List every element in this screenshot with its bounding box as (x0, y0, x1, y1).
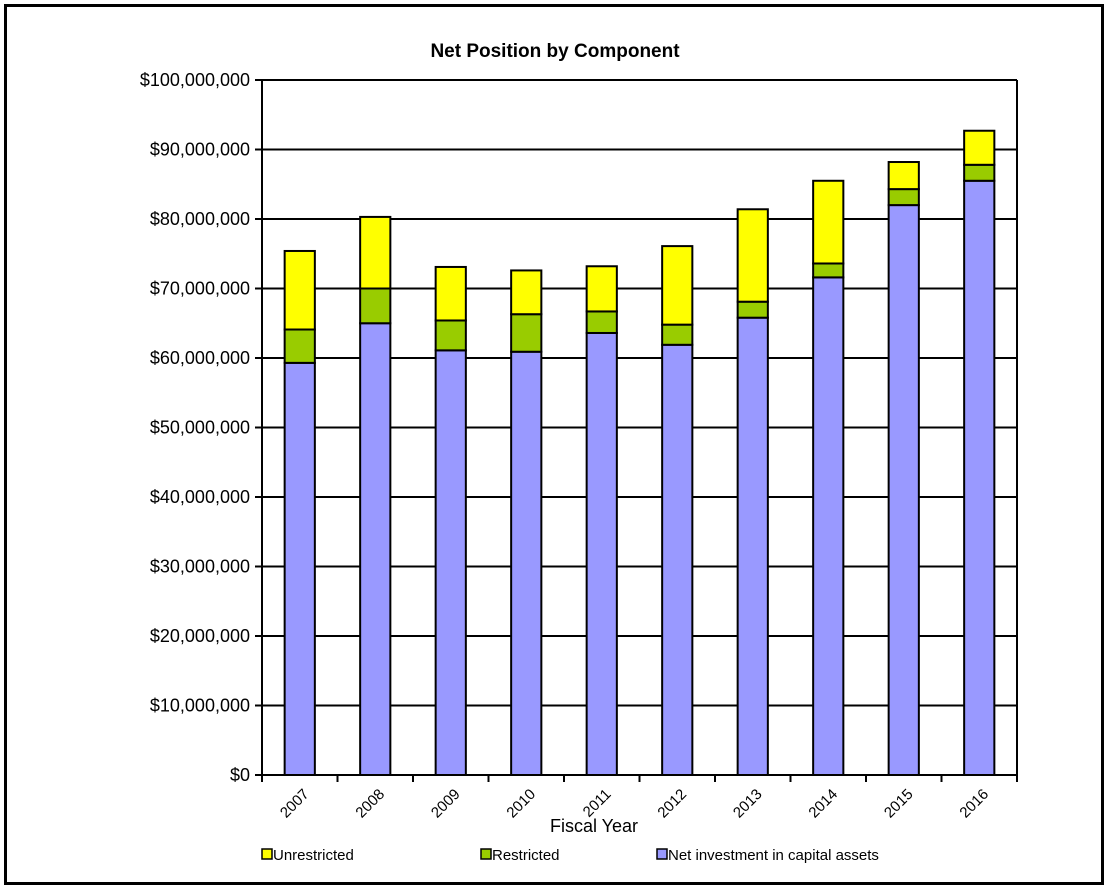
y-tick-label: $30,000,000 (150, 557, 250, 577)
bar-segment (434, 349, 467, 776)
x-axis-label: Fiscal Year (550, 816, 638, 836)
x-tick-label: 2009 (428, 786, 464, 822)
bars (283, 129, 996, 777)
bar-segment (585, 265, 618, 313)
bar-segment (887, 204, 920, 777)
y-tick-label: $0 (230, 765, 250, 785)
bar-segment (736, 316, 769, 776)
x-tick-label: 2014 (805, 786, 841, 822)
y-tick-label: $90,000,000 (150, 140, 250, 160)
x-tick-label: 2016 (956, 786, 992, 822)
x-tick-label: 2013 (730, 786, 766, 822)
bar-segment (283, 328, 316, 364)
bar-segment (887, 161, 920, 191)
chart-title: Net Position by Component (430, 41, 680, 62)
bar-segment (661, 343, 694, 776)
bar-segment (283, 361, 316, 776)
y-tick-label: $50,000,000 (150, 418, 250, 438)
chart-frame (4, 4, 1104, 885)
legend-swatch (480, 848, 492, 860)
legend-label: Net investment in capital assets (668, 847, 879, 864)
bar-segment (963, 129, 996, 166)
x-tick-label: 2010 (503, 786, 539, 822)
legend-label: Restricted (492, 847, 560, 864)
x-tick-label: 2007 (277, 786, 313, 822)
x-axis-ticks: 2007 2008 2009 2010 2011 2012 2013 2014 2015 2016 (261, 775, 1018, 822)
bar-segment (585, 310, 618, 334)
bar-segment (661, 245, 694, 326)
legend: Unrestricted Restricted Net investment in … (261, 847, 879, 864)
bar-segment (661, 323, 694, 346)
legend-swatch (261, 848, 273, 860)
y-tick-label: $70,000,000 (150, 279, 250, 299)
bar-segment (887, 188, 920, 207)
y-tick-label: $10,000,000 (150, 696, 250, 716)
y-tick-label: $80,000,000 (150, 209, 250, 229)
legend-label: Unrestricted (273, 847, 354, 864)
bar-segment (283, 249, 316, 331)
bar-segment (510, 350, 543, 776)
bar-segment (359, 322, 392, 776)
bar-segment (359, 287, 392, 325)
y-tick-label: $40,000,000 (150, 487, 250, 507)
bar-segment (434, 265, 467, 322)
y-tick-label: $60,000,000 (150, 348, 250, 368)
y-tick-label: $20,000,000 (150, 626, 250, 646)
legend-swatch (656, 848, 668, 860)
bar-segment (812, 262, 845, 279)
y-axis-ticks: $0 $10,000,000 $20,000,000 $30,000,000 $40,0… (140, 70, 262, 785)
bar-segment (812, 276, 845, 776)
bar-segment (510, 269, 543, 316)
bar-segment (736, 208, 769, 303)
bar-segment (434, 319, 467, 352)
x-tick-label: 2015 (881, 786, 917, 822)
bar-segment (359, 215, 392, 290)
x-tick-label: 2008 (352, 786, 388, 822)
bar-segment (812, 179, 845, 265)
bar-segment (510, 313, 543, 353)
bar-segment (585, 331, 618, 776)
y-tick-label: $100,000,000 (140, 70, 250, 90)
bar-segment (963, 179, 996, 776)
bar-segment (736, 300, 769, 319)
bar-segment (963, 163, 996, 182)
x-tick-label: 2012 (654, 786, 690, 822)
